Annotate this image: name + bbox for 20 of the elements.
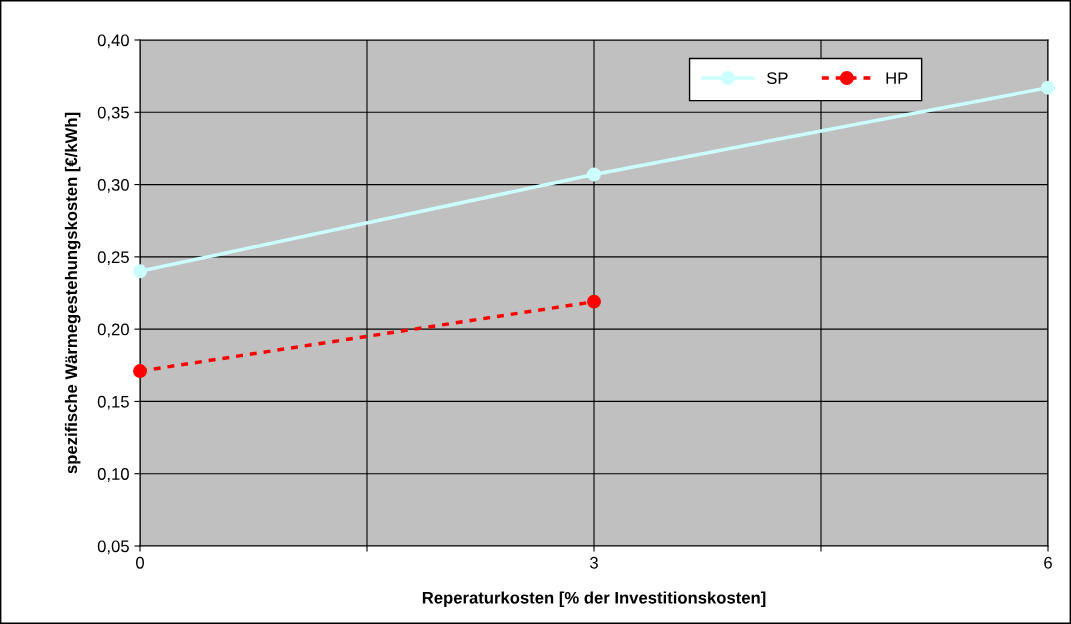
y-tick-label: 0,30: [97, 178, 129, 193]
y-tick-label: 0,40: [97, 34, 129, 49]
y-tick-label: 0,05: [97, 540, 129, 555]
point: [587, 294, 601, 309]
y-tick-label: 0,25: [97, 251, 129, 266]
x-axis-title: Reperaturkosten [% der Investitionskosten]: [422, 591, 766, 607]
y-tick-label: 0,10: [97, 468, 129, 482]
point: [133, 264, 147, 279]
x-tick-label: 6: [1044, 556, 1052, 569]
point: [587, 167, 601, 182]
point: [1041, 80, 1055, 95]
legend-label: SP: [767, 72, 788, 85]
y-tick-label: 0,20: [97, 323, 129, 338]
y-tick-label: 0,35: [97, 106, 129, 121]
point: [133, 364, 147, 379]
y-axis-title: spezifische Wärmegestehungskosten [€/kWh]: [64, 112, 81, 474]
x-tick-label: 3: [590, 556, 598, 569]
legend-label: HP: [886, 72, 908, 84]
x-tick-label: 0: [136, 556, 144, 569]
y-tick-label: 0,15: [97, 395, 129, 410]
